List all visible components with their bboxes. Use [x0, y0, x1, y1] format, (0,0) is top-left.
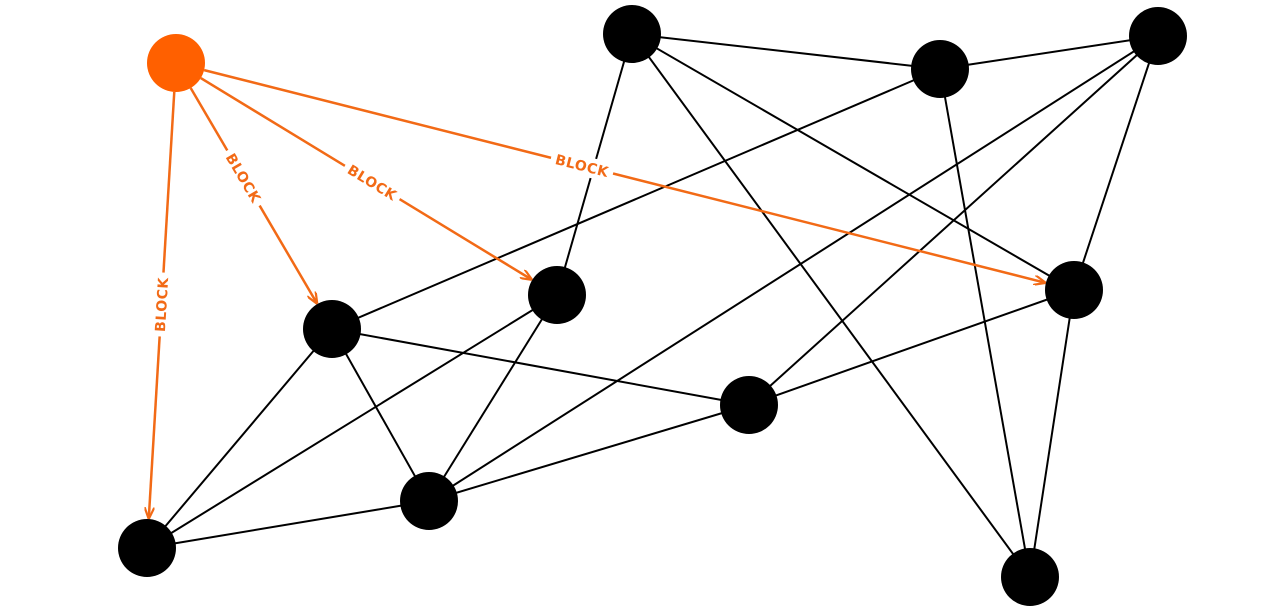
edge-a-b: [631, 33, 941, 70]
block-edge-label: BLOCK: [153, 276, 172, 332]
edge-f-h: [146, 500, 430, 549]
block-label-group-3: BLOCK: [218, 145, 269, 211]
labels-layer: BLOCK BLOCK BLOCK BLOCK: [149, 145, 616, 338]
block-label-background: [218, 145, 269, 211]
node-f: [400, 472, 458, 530]
block-label-group-1: BLOCK: [548, 148, 616, 184]
edge-b-d: [331, 68, 941, 330]
node-a: [603, 5, 661, 63]
block-label-background: [548, 148, 616, 184]
edge-e-h: [146, 294, 558, 549]
edge-c-i: [1073, 35, 1159, 291]
node-j: [1001, 548, 1059, 606]
edge-e-f: [428, 294, 558, 502]
edge-i-j: [1029, 289, 1075, 578]
node-g: [720, 376, 778, 434]
source-node: [147, 34, 205, 92]
edge-a-j: [631, 33, 1031, 578]
edge-c-g: [748, 35, 1159, 406]
node-d: [303, 300, 361, 358]
edge-b-c: [939, 35, 1159, 70]
node-c: [1129, 7, 1187, 65]
edge-c-f: [428, 35, 1159, 502]
edge-f-g: [428, 404, 750, 502]
edge-d-h: [146, 328, 333, 549]
edge-d-g: [331, 328, 750, 406]
block-label-group-4: BLOCK: [149, 271, 174, 338]
block-edge-1: [203, 68, 1044, 282]
node-e: [528, 266, 586, 324]
nodes-layer: [118, 5, 1187, 606]
edge-d-f: [331, 328, 430, 502]
node-i: [1045, 261, 1103, 319]
node-h: [118, 519, 176, 577]
edge-g-i: [748, 289, 1075, 406]
block-label-background: [339, 157, 405, 208]
edges-layer: [146, 33, 1159, 578]
block-label-background: [149, 271, 174, 338]
edge-a-i: [631, 33, 1075, 291]
edge-b-j: [939, 68, 1031, 578]
node-b: [911, 40, 969, 98]
block-label-group-2: BLOCK: [339, 157, 405, 208]
